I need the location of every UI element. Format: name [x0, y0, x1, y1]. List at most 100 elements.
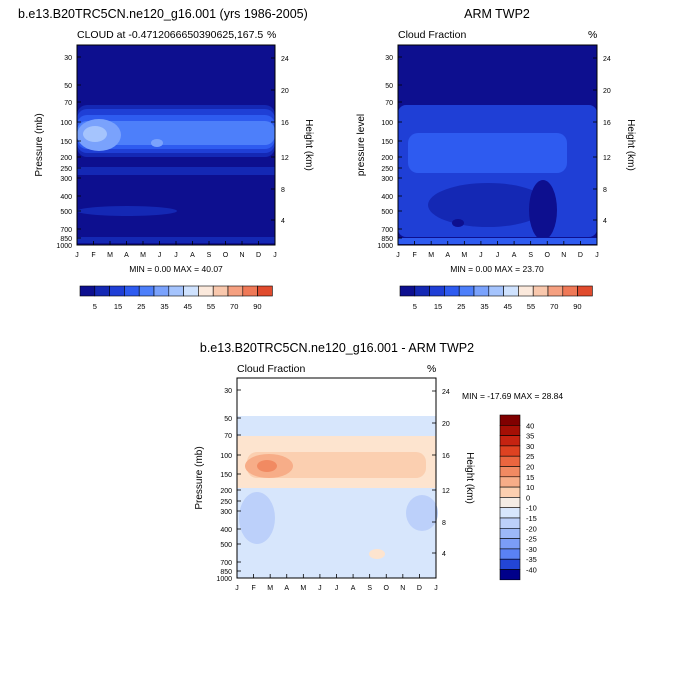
- x-tick-label: J: [273, 252, 277, 259]
- colorbar-box: [499, 569, 521, 581]
- colorbar-box: [499, 476, 521, 488]
- x-tick-label: J: [335, 585, 339, 592]
- y-tick-label: 500: [381, 209, 393, 216]
- x-tick-label: J: [174, 252, 178, 259]
- cloud-band: [408, 133, 567, 173]
- colorbar-box: [168, 285, 184, 297]
- height-tick-label: 24: [442, 389, 450, 396]
- colorbar-box: [399, 285, 416, 297]
- model-title: b.e13.B20TRC5CN.ne120_g16.001 (yrs 1986-…: [18, 7, 308, 21]
- colorbar-label: 25: [526, 452, 534, 461]
- y-tick-label: 300: [60, 176, 72, 183]
- x-tick-label: O: [545, 252, 551, 259]
- x-tick-label: A: [190, 252, 195, 259]
- cloud-band: [428, 183, 548, 227]
- colorbar-box: [227, 285, 244, 297]
- y-tick-label: 250: [381, 166, 393, 173]
- x-tick-label: N: [239, 252, 244, 259]
- y-tick-label: 400: [381, 194, 393, 201]
- colorbar-box: [499, 517, 521, 529]
- diff-band: [239, 492, 275, 544]
- x-tick-label: J: [434, 585, 438, 592]
- colorbar-label: -15: [526, 514, 537, 523]
- x-tick-label: J: [595, 252, 599, 259]
- colorbar-label: 5: [93, 302, 97, 311]
- height-tick-label: 12: [442, 488, 450, 495]
- colorbar-label: 15: [526, 473, 534, 482]
- colorbar-box: [444, 285, 460, 297]
- colorbar-box: [198, 285, 214, 297]
- colorbar-box: [499, 527, 521, 539]
- colorbar-label: 35: [526, 432, 534, 441]
- diff-band: [406, 495, 438, 531]
- height-tick-label: 16: [281, 120, 289, 127]
- colorbar-label: 70: [550, 302, 558, 311]
- y-tick-label: 150: [381, 139, 393, 146]
- y-tick-label: 200: [60, 155, 72, 162]
- y-tick-label: 500: [60, 209, 72, 216]
- y-tick-label: 50: [385, 83, 393, 90]
- y-tick-label: 70: [385, 100, 393, 107]
- colorbar-label: 90: [253, 302, 261, 311]
- height-tick-label: 4: [281, 218, 285, 225]
- x-tick-label: J: [396, 252, 400, 259]
- y-tick-label: 250: [60, 166, 72, 173]
- x-tick-label: O: [223, 252, 229, 259]
- colorbar-box: [109, 285, 125, 297]
- diff-subtitle: Cloud Fraction: [237, 363, 305, 375]
- colorbar-label: 55: [207, 302, 215, 311]
- x-tick-label: A: [284, 585, 289, 592]
- colorbar-box: [242, 285, 258, 297]
- y-tick-label: 50: [224, 416, 232, 423]
- y-tick-label: 700: [381, 227, 393, 234]
- x-tick-label: N: [400, 585, 405, 592]
- height-tick-label: 4: [603, 218, 607, 225]
- y-tick-label: 30: [224, 388, 232, 395]
- model-subtitle: CLOUD at -0.4712066650390625,167.5: [77, 29, 263, 41]
- model-stats: MIN = 0.00 MAX = 40.07: [129, 264, 223, 274]
- height-tick-label: 20: [281, 88, 289, 95]
- cloud-core: [83, 126, 107, 142]
- colorbar-box: [257, 285, 273, 297]
- colorbar-label: 15: [434, 302, 442, 311]
- colorbar-box: [499, 497, 521, 508]
- colorbar-box: [499, 548, 521, 560]
- height-tick-label: 4: [442, 551, 446, 558]
- height-tick-label: 20: [603, 88, 611, 95]
- x-tick-label: J: [235, 585, 239, 592]
- obs-subtitle: Cloud Fraction: [398, 29, 466, 41]
- obs-field: [398, 45, 597, 245]
- x-tick-label: S: [528, 252, 533, 259]
- panel-model: b.e13.B20TRC5CN.ne120_g16.001 (yrs 1986-…: [18, 7, 314, 311]
- colorbar-box: [473, 285, 490, 297]
- height-tick-label: 12: [281, 155, 289, 162]
- y-tick-label: 250: [220, 499, 232, 506]
- colorbar-box: [499, 455, 521, 467]
- x-tick-label: F: [91, 252, 95, 259]
- colorbar-label: -30: [526, 545, 537, 554]
- colorbar-label: 20: [526, 463, 534, 472]
- colorbar-box: [124, 285, 140, 297]
- x-tick-label: J: [496, 252, 500, 259]
- obs-colorbar: 5 15 25 35 45 55 70 90: [399, 285, 593, 311]
- height-tick-label: 24: [281, 56, 289, 63]
- y-tick-label: 30: [64, 55, 72, 62]
- x-tick-label: A: [124, 252, 129, 259]
- y-tick-label: 400: [220, 527, 232, 534]
- colorbar-box: [499, 424, 521, 436]
- model-unit: %: [267, 29, 276, 41]
- x-tick-label: J: [158, 252, 162, 259]
- y-tick-label: 200: [381, 155, 393, 162]
- x-tick-label: F: [412, 252, 416, 259]
- colorbar-box: [499, 445, 521, 457]
- y-tick-label: 500: [220, 542, 232, 549]
- colorbar-box: [183, 285, 199, 297]
- x-tick-label: D: [417, 585, 422, 592]
- cloud-band: [529, 180, 557, 240]
- x-tick-label: M: [267, 585, 273, 592]
